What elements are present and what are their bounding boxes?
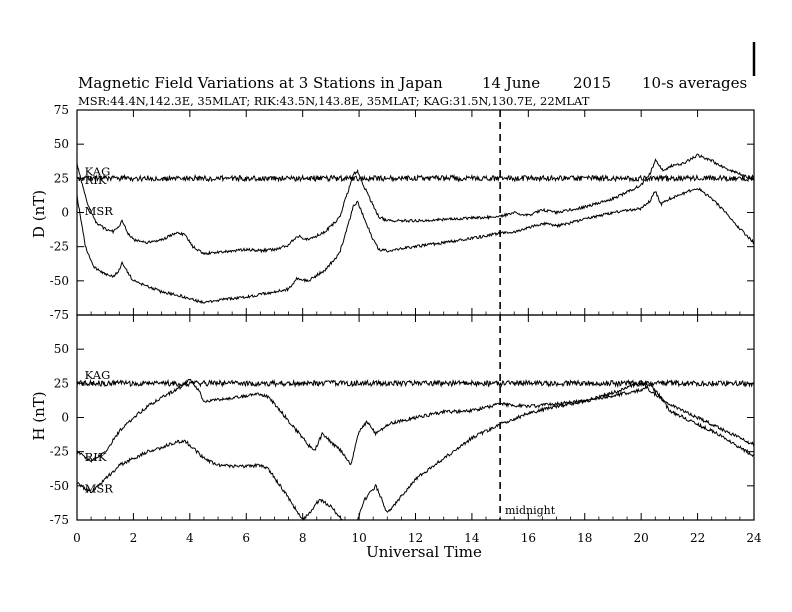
d-panel-y-tick-label: 50: [54, 137, 69, 151]
x-tick-label: 6: [242, 531, 250, 545]
x-axis-label: Universal Time: [366, 543, 482, 561]
d-panel-y-tick-label: 75: [54, 103, 69, 117]
x-tick-label: 8: [299, 531, 307, 545]
chart-title: Magnetic Field Variations at 3 Stations …: [78, 74, 443, 92]
d-panel-y-axis-label: D (nT): [30, 190, 48, 238]
d-panel-y-tick-label: -50: [50, 274, 69, 288]
x-tick-label: 20: [634, 531, 649, 545]
chart-date: 14 June: [482, 74, 540, 92]
h-panel-y-tick-label: 25: [54, 376, 69, 390]
h-panel-y-tick-label: -75: [50, 513, 69, 527]
d-panel-station-label-kag: KAG: [85, 165, 111, 179]
h-panel-y-tick-label: 0: [61, 411, 69, 425]
x-tick-label: 2: [130, 531, 138, 545]
x-tick-label: 4: [186, 531, 194, 545]
d-panel-station-label-msr: MSR: [85, 204, 114, 218]
h-panel-series-rik: [76, 378, 755, 466]
d-panel-station-label-rik: RIK: [85, 173, 107, 187]
d-panel-y-tick-label: -75: [50, 308, 69, 322]
x-tick-label: 14: [464, 531, 480, 545]
x-tick-label: 22: [690, 531, 705, 545]
midnight-label: midnight: [505, 504, 556, 517]
x-tick-label: 16: [521, 531, 536, 545]
chart-subtitle: MSR:44.4N,142.3E, 35MLAT; RIK:43.5N,143.…: [78, 94, 590, 108]
x-tick-label: 24: [746, 531, 762, 545]
h-panel-y-tick-label: 50: [54, 342, 69, 356]
d-panel-y-tick-label: 0: [61, 206, 69, 220]
d-panel-y-tick-label: 25: [54, 171, 69, 185]
chart-averaging: 10-s averages: [642, 74, 747, 92]
x-tick-label: 10: [351, 531, 366, 545]
d-panel-y-tick-label: -25: [50, 240, 69, 254]
h-panel-y-axis-label: H (nT): [30, 391, 48, 440]
x-tick-label: 12: [408, 531, 423, 545]
series-layer: [76, 153, 755, 522]
h-panel-station-label-rik: RIK: [85, 450, 107, 464]
h-panel-y-tick-label: -25: [50, 445, 69, 459]
d-panel-series-rik: [76, 153, 755, 256]
d-panel-series-msr: [76, 187, 755, 305]
h-panel-series-kag: [76, 378, 755, 389]
h-panel-series-msr: [76, 383, 755, 522]
d-panel-series-kag: [76, 173, 755, 183]
x-tick-label: 0: [73, 531, 81, 545]
d-panel-frame: [76, 109, 755, 316]
tick-layer: [76, 109, 755, 521]
label-layer: 7550250-25-50-75KAGRIKMSR50250-25-50-75K…: [50, 103, 762, 545]
h-panel-y-tick-label: -50: [50, 479, 69, 493]
h-panel-station-label-kag: KAG: [85, 368, 111, 382]
chart-year: 2015: [573, 74, 611, 92]
h-panel-station-label-msr: MSR: [85, 482, 114, 496]
x-tick-label: 18: [577, 531, 592, 545]
